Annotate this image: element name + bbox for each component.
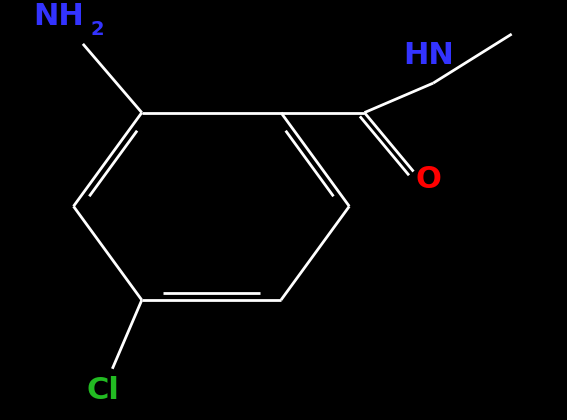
Text: NH: NH bbox=[33, 2, 84, 31]
Text: O: O bbox=[415, 165, 441, 194]
Text: 2: 2 bbox=[91, 20, 104, 39]
Text: Cl: Cl bbox=[86, 376, 119, 405]
Text: HN: HN bbox=[403, 41, 454, 70]
